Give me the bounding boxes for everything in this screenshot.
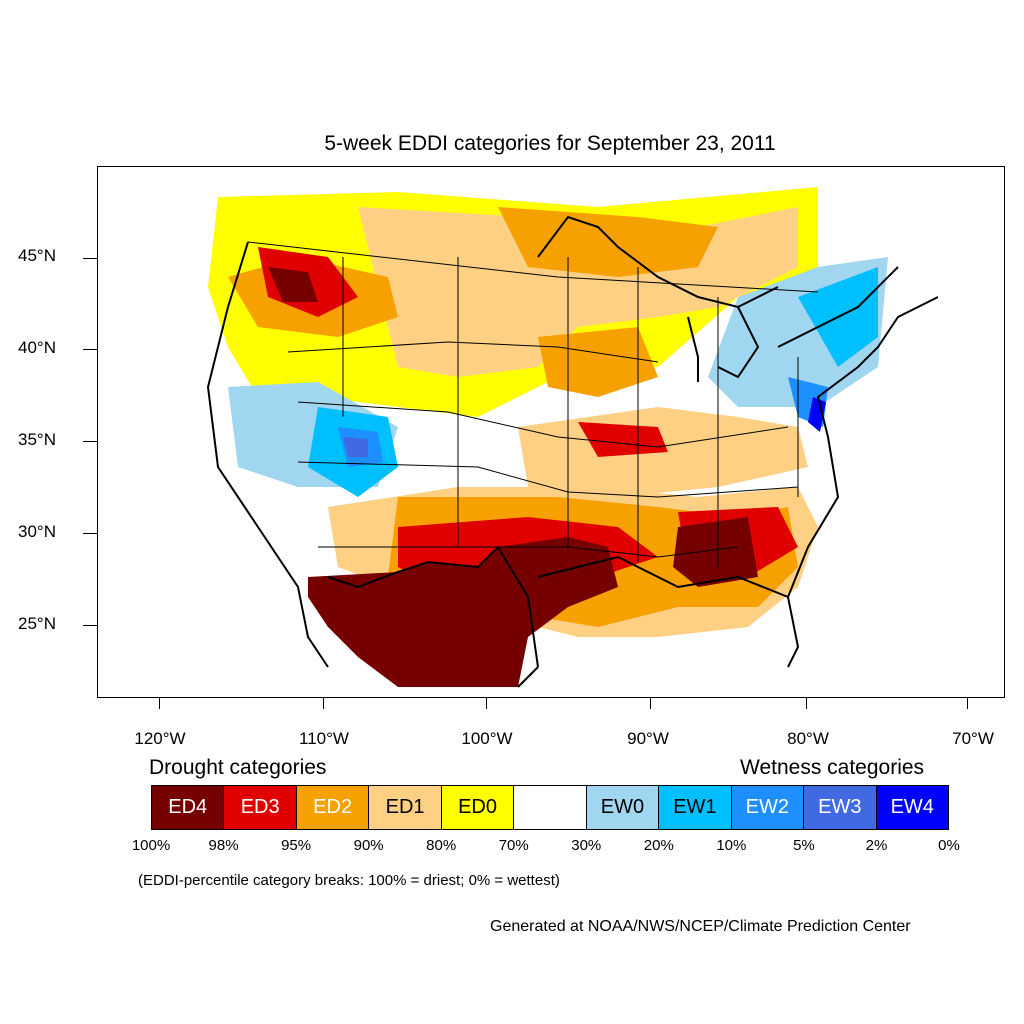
lon-label-110: 110°W [299, 729, 349, 748]
lon-tick-70 [967, 697, 968, 709]
legend-box-ew3: EW3 [804, 786, 877, 829]
lat-label-40: 40°N [18, 338, 56, 357]
category-breaks-note: (EDDI-percentile category breaks: 100% =… [138, 872, 560, 889]
lon-label-90: 90°W [627, 729, 669, 748]
legend-box-ed3: ED3 [224, 786, 297, 829]
percent-break-label: 5% [793, 837, 815, 854]
region-ed2-a [498, 207, 718, 277]
credit-line: Generated at NOAA/NWS/NCEP/Climate Predi… [490, 918, 911, 935]
lat-tick-45 [83, 258, 97, 259]
category-legend: ED4 ED3 ED2 ED1 ED0 EW0 EW1 EW2 EW3 EW4 [151, 785, 949, 830]
lat-label-30: 30°N [18, 522, 56, 541]
wetness-categories-heading: Wetness categories [740, 756, 925, 779]
lat-tick-35 [83, 441, 97, 442]
lon-label-120: 120°W [134, 729, 186, 748]
state-borders [247, 241, 819, 567]
lat-tick-30 [83, 533, 97, 534]
percent-break-label: 80% [426, 837, 457, 854]
lat-label-25: 25°N [18, 614, 56, 633]
percent-break-label: 100% [131, 837, 171, 854]
lat-label-35: 35°N [18, 430, 56, 449]
lon-tick-90 [650, 697, 651, 709]
region-ed4-se [673, 517, 758, 587]
legend-box-ew2: EW2 [731, 786, 805, 829]
percent-break-label: 2% [865, 837, 888, 854]
legend-box-ed0: ED0 [441, 786, 515, 829]
legend-box-ew4: EW4 [876, 786, 948, 829]
legend-box-ew0: EW0 [586, 786, 660, 829]
lon-label-70: 70°W [952, 729, 994, 748]
legend-box-ed1: ED1 [369, 786, 442, 829]
eddi-map [97, 166, 1005, 698]
region-ew3-sw [343, 437, 368, 457]
lat-label-45: 45°N [18, 246, 56, 265]
coastlines [206, 215, 939, 688]
lon-tick-100 [486, 697, 487, 709]
map-fill-regions [208, 187, 888, 687]
lon-tick-110 [323, 697, 324, 709]
lon-label-100: 100°W [461, 729, 513, 748]
percent-break-label: 98% [208, 837, 239, 854]
drought-categories-heading: Drought categories [149, 756, 327, 779]
region-ed4-tx [308, 537, 618, 687]
percent-break-label: 0% [938, 837, 960, 854]
region-ew4-ne [808, 397, 826, 432]
percent-break-label: 70% [498, 837, 529, 854]
region-ed2-c [538, 327, 658, 397]
percent-break-label: 20% [643, 837, 674, 854]
legend-box-ew1: EW1 [659, 786, 732, 829]
lon-label-80: 80°W [787, 729, 829, 748]
lon-tick-80 [806, 697, 807, 709]
region-ed4-nw [268, 267, 318, 302]
percent-break-label: 95% [281, 837, 312, 854]
lat-tick-40 [83, 349, 97, 350]
percent-break-label: 10% [716, 837, 747, 854]
lon-tick-120 [159, 697, 160, 709]
legend-box-ed2: ED2 [296, 786, 370, 829]
map-title: 5-week EDDI categories for September 23,… [324, 132, 776, 155]
legend-box-normal [514, 786, 587, 829]
legend-box-ed4: ED4 [152, 786, 225, 829]
percent-break-label: 30% [571, 837, 602, 854]
eddi-map-svg [206, 187, 939, 688]
percent-break-label: 90% [353, 837, 384, 854]
lat-tick-25 [83, 625, 97, 626]
region-ed3-ar [578, 422, 668, 457]
